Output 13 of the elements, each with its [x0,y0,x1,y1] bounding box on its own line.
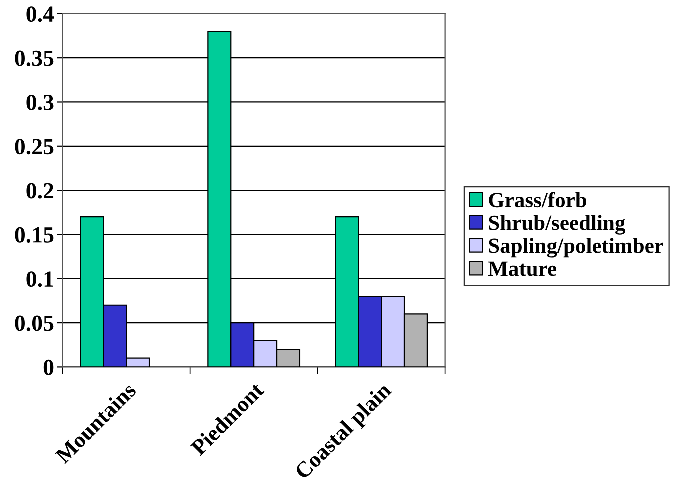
y-tick-label: 0.1 [26,272,54,288]
y-tick-label: 0.4 [26,6,54,22]
y-tick-label: 0.2 [26,183,54,199]
y-tick-label: 0.15 [15,227,54,243]
y-tick-label: 0.3 [26,94,54,111]
y-tick-label: 0.05 [15,316,54,332]
legend-label: Mature [488,262,557,276]
legend-label: Sapling/poletimber [489,238,664,258]
legend-label: Grass/forb [489,192,587,208]
y-tick-label: 0 [44,360,54,376]
y-tick-label: 0.25 [15,139,54,155]
legend-label: Shrub/seedling [489,215,626,235]
y-tick-label: 0.35 [15,50,54,66]
